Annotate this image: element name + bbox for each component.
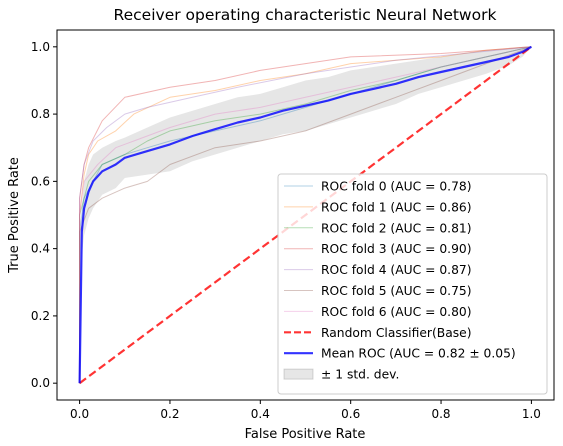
fold-lines-layer <box>79 46 532 384</box>
legend-label: ROC fold 0 (AUC = 0.78) <box>321 180 472 194</box>
x-tick-label: 1.0 <box>522 407 541 421</box>
legend-label: ROC fold 5 (AUC = 0.75) <box>321 284 472 298</box>
series-line-5 <box>79 46 532 384</box>
legend-entry-1: ROC fold 1 (AUC = 0.86) <box>284 200 472 214</box>
legend-entry-3: ROC fold 3 (AUC = 0.90) <box>284 242 472 256</box>
legend: ROC fold 0 (AUC = 0.78) ROC fold 1 (AUC =… <box>277 173 548 395</box>
x-tick-label: 0.4 <box>251 407 270 421</box>
series-line-2 <box>79 46 532 384</box>
plot-area <box>56 29 555 401</box>
legend-entry-4: ROC fold 4 (AUC = 0.87) <box>284 263 472 277</box>
legend-label: ± 1 std. dev. <box>321 368 399 382</box>
legend-entry-6: ROC fold 6 (AUC = 0.80) <box>284 305 472 319</box>
x-tick-label: 0.0 <box>70 407 89 421</box>
legend-entry-8: Mean ROC (AUC = 0.82 ± 0.05) <box>284 347 516 361</box>
std-band <box>79 46 532 384</box>
y-axis-ticks: 0.0 0.2 0.4 0.6 0.8 1.0 <box>31 40 57 390</box>
y-tick-label: 0.2 <box>31 309 50 323</box>
legend-entry-9: ± 1 std. dev. <box>283 368 399 382</box>
legend-label: ROC fold 4 (AUC = 0.87) <box>321 263 472 277</box>
plot-frame <box>56 29 555 401</box>
legend-entry-7: Random Classifier(Base) <box>284 326 472 340</box>
legend-label: Random Classifier(Base) <box>321 326 472 340</box>
legend-label: ROC fold 6 (AUC = 0.80) <box>321 305 472 319</box>
series-line-1 <box>79 46 532 384</box>
legend-swatch <box>283 368 314 380</box>
legend-label: ROC fold 1 (AUC = 0.86) <box>321 200 472 214</box>
x-tick-label: 0.2 <box>160 407 179 421</box>
chart-title: Receiver operating characteristic Neural… <box>114 6 497 24</box>
x-axis-ticks: 0.0 0.2 0.4 0.6 0.8 1.0 <box>70 400 541 421</box>
legend-label: Mean ROC (AUC = 0.82 ± 0.05) <box>321 347 516 361</box>
y-tick-label: 0.4 <box>31 242 50 256</box>
std-band-layer <box>79 46 532 384</box>
y-tick-label: 0.8 <box>31 107 50 121</box>
legend-frame <box>277 173 548 395</box>
x-tick-label: 0.8 <box>431 407 450 421</box>
series-line-6 <box>79 46 532 384</box>
y-tick-label: 1.0 <box>31 40 50 54</box>
x-axis-label: False Positive Rate <box>245 427 366 442</box>
legend-entry-2: ROC fold 2 (AUC = 0.81) <box>284 221 472 235</box>
y-tick-label: 0.6 <box>31 174 50 188</box>
mean-roc-layer <box>78 45 532 384</box>
legend-label: ROC fold 3 (AUC = 0.90) <box>321 242 472 256</box>
legend-entry-0: ROC fold 0 (AUC = 0.78) <box>284 180 472 194</box>
series-line-3 <box>79 46 532 384</box>
legend-label: ROC fold 2 (AUC = 0.81) <box>321 221 472 235</box>
y-axis-label: True Positive Rate <box>7 157 22 274</box>
series-line-4 <box>79 46 532 384</box>
series-line-8 <box>78 45 532 384</box>
y-tick-label: 0.0 <box>31 376 50 390</box>
x-tick-label: 0.6 <box>341 407 360 421</box>
legend-entry-5: ROC fold 5 (AUC = 0.75) <box>284 284 472 298</box>
